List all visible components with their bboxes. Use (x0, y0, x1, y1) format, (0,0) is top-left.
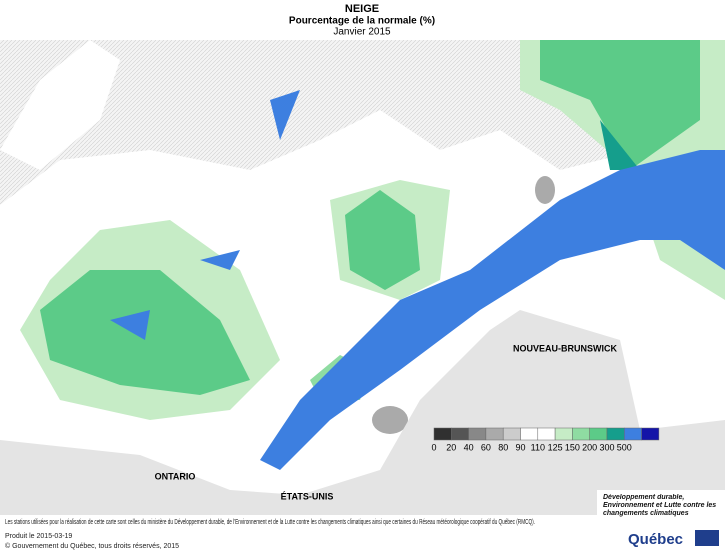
snow-zone (535, 176, 555, 204)
title: NEIGE (345, 3, 379, 15)
lake (110, 90, 300, 340)
legend-swatch (468, 427, 487, 441)
legend-swatch (606, 427, 625, 441)
legend-swatch (641, 427, 660, 441)
legend-label: 0 (431, 442, 436, 452)
legend-label: 40 (464, 442, 474, 452)
legend-swatch (554, 427, 573, 441)
snow-zone (540, 40, 700, 170)
land (0, 40, 120, 170)
legend-label: 110 (531, 442, 545, 452)
legend-label: 60 (481, 442, 491, 452)
legend-swatch (572, 427, 590, 441)
legend-label: 200 (582, 442, 597, 452)
legend: 0 20 40 60 80 90 110 125 150 200 300 500 (431, 427, 660, 452)
legend-label: 300 (599, 442, 614, 452)
snow-zone (345, 190, 420, 290)
legend-label: 80 (498, 442, 508, 452)
footer-note: Les stations utilisées pour la réalisati… (5, 519, 535, 526)
legend-swatch (624, 427, 642, 441)
region-label: ONTARIO (155, 471, 196, 481)
legend-swatch (433, 427, 452, 441)
footer-produced: Produit le 2015-03-19 (5, 533, 72, 540)
region-label: ÉTATS-UNIS (281, 491, 334, 501)
legend-swatch (537, 427, 556, 441)
logo-ministry-text: Développement durable, Environnement et … (603, 494, 717, 517)
region-label: NOUVEAU-BRUNSWICK (513, 343, 617, 353)
legend-label: 125 (548, 442, 563, 452)
map: ONTARIO ÉTATS-UNIS NOUVEAU-BRUNSWICK 0 20… (0, 40, 725, 515)
legend-swatch (502, 427, 521, 441)
legend-swatch (451, 427, 469, 441)
legend-swatch (589, 427, 608, 441)
snow-zone (372, 406, 408, 434)
legend-label: 150 (565, 442, 580, 452)
logo-ministry: Développement durable, Environnement et … (603, 494, 717, 517)
legend-label: 500 (617, 442, 632, 452)
outside-area (0, 310, 725, 515)
legend-swatch (485, 427, 504, 441)
subtitle: Pourcentage de la normale (%) (289, 16, 435, 27)
legend-swatch (520, 427, 539, 441)
footer-copyright: © Gouvernement du Québec, tous droits ré… (5, 542, 179, 550)
legend-label: 20 (446, 442, 456, 452)
period: Janvier 2015 (333, 27, 391, 38)
legend-label: 90 (515, 442, 525, 452)
logo-name: Québec (628, 531, 683, 548)
snow-zone (600, 120, 640, 170)
logo-flag (695, 530, 719, 546)
river (260, 150, 725, 470)
